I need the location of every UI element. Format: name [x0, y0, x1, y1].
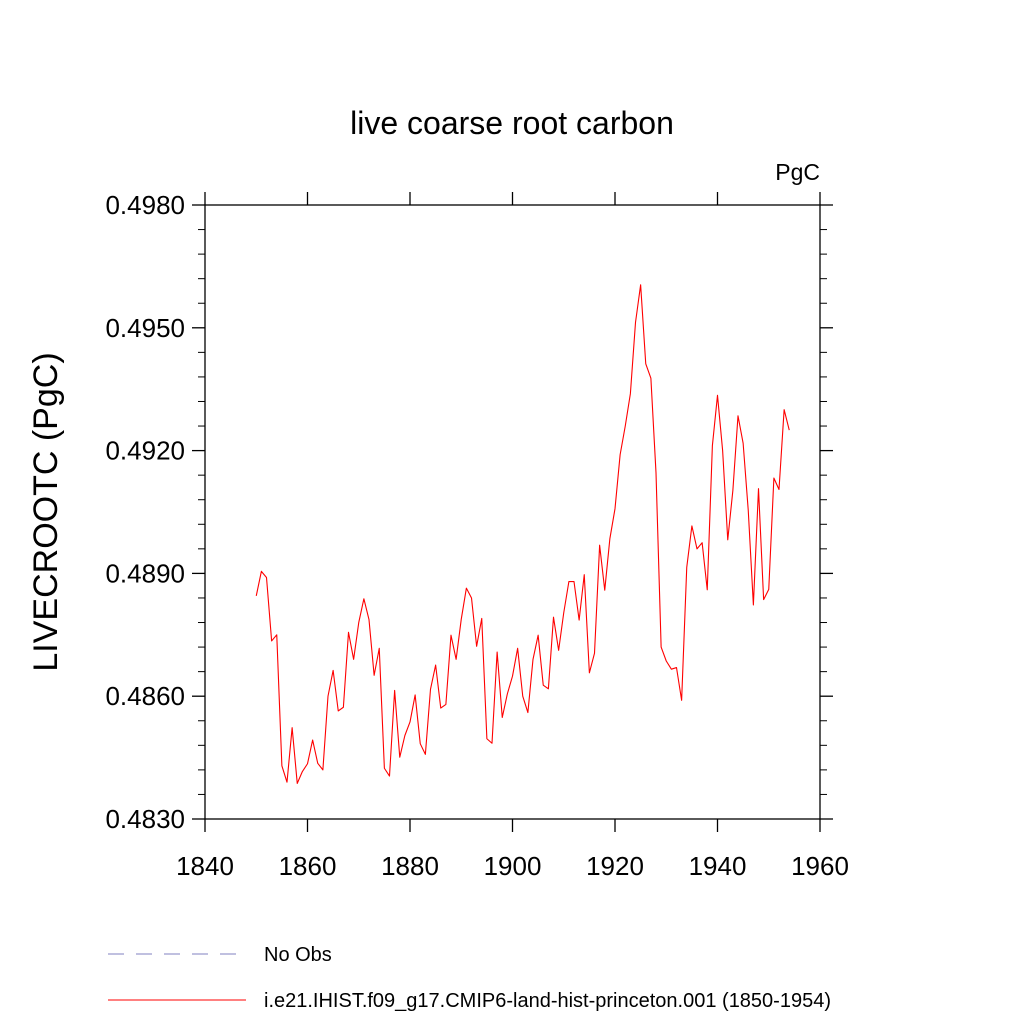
legend: No Obs i.e21.IHIST.f09_g17.CMIP6-land-hi… — [108, 944, 831, 1012]
chart-title: live coarse root carbon — [350, 105, 674, 141]
y-tick-label: 0.4890 — [105, 558, 185, 588]
x-tick-label: 1960 — [791, 851, 849, 881]
y-tick-label: 0.4860 — [105, 681, 185, 711]
y-tick-label: 0.4830 — [105, 804, 185, 834]
x-tick-label: 1940 — [689, 851, 747, 881]
y-tick-label: 0.4920 — [105, 436, 185, 466]
y-tick-label: 0.4980 — [105, 190, 185, 220]
y-tick-label: 0.4950 — [105, 313, 185, 343]
series-line — [255, 284, 790, 784]
plot-frame — [204, 204, 821, 820]
x-tick-label: 1860 — [279, 851, 337, 881]
units-label: PgC — [775, 159, 820, 185]
axes-layer: 1840 1860 1880 1900 1920 1940 1960 0.4830 0.4860… — [105, 190, 848, 881]
y-axis-label: LIVECROOTC (PgC) — [27, 352, 65, 671]
x-tick-label: 1840 — [176, 851, 234, 881]
legend-label-model: i.e21.IHIST.f09_g17.CMIP6-land-hist-prin… — [264, 990, 831, 1012]
legend-label-no-obs: No Obs — [264, 944, 332, 966]
series-layer — [255, 284, 790, 784]
x-tick-label: 1920 — [586, 851, 644, 881]
x-tick-label: 1880 — [381, 851, 439, 881]
x-tick-label: 1900 — [484, 851, 542, 881]
